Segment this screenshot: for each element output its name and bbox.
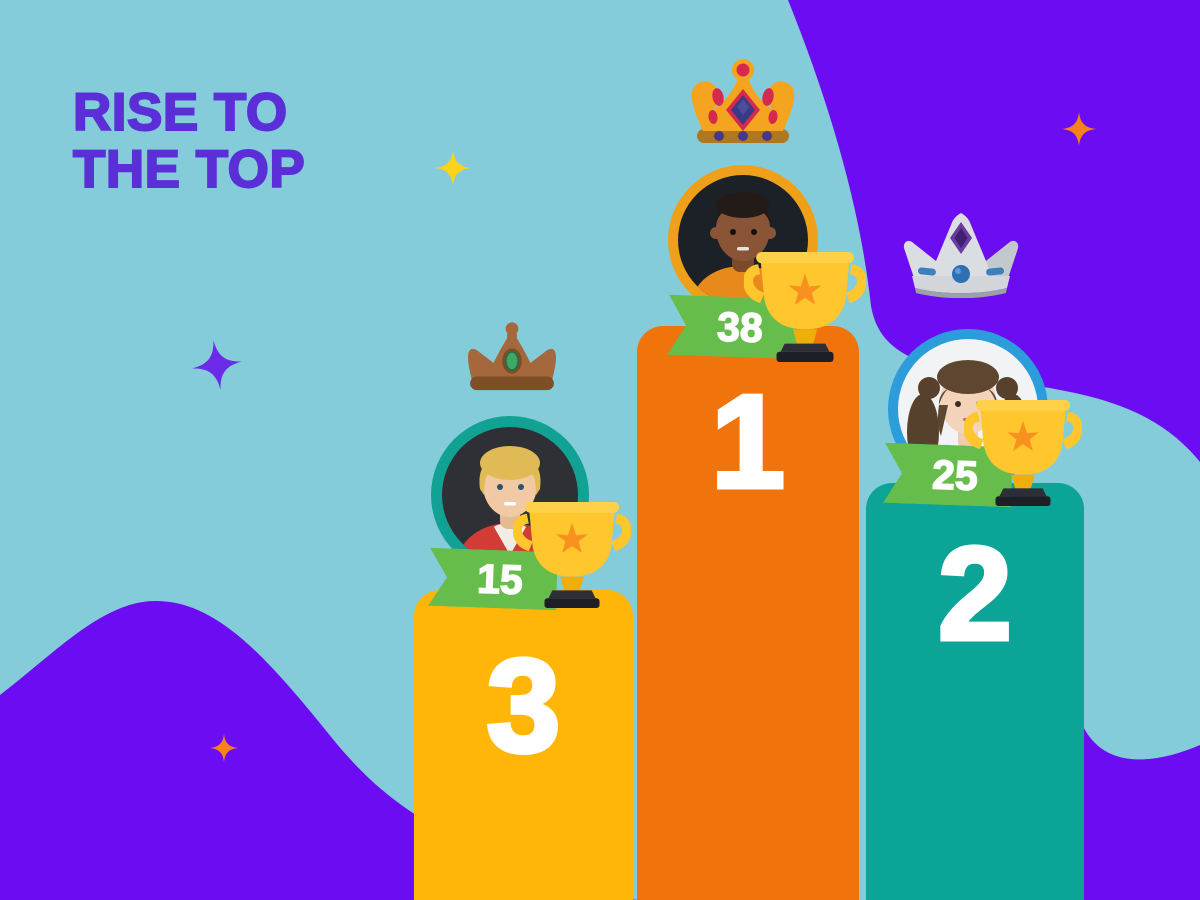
podium-first-place: 1 <box>637 326 859 900</box>
purple-blob-bottom-right <box>1070 672 1200 900</box>
score-badge-first: 38 <box>666 294 800 360</box>
ribbon-shape <box>882 442 1014 508</box>
sparkle-icon <box>435 150 471 186</box>
score-badge-third: 15 <box>428 547 558 611</box>
sparkle-icon <box>210 734 238 762</box>
trophy-icon <box>510 500 634 610</box>
podium-second-place: 2 <box>866 483 1084 900</box>
purple-blob-bottom-left <box>0 600 640 900</box>
page-title-line1: RISE TO <box>72 83 288 142</box>
score-badge-second: 25 <box>882 442 1014 508</box>
ribbon-shape <box>666 294 800 360</box>
podium-third-place: 3 <box>414 590 633 900</box>
trophy-icon <box>964 398 1082 508</box>
gold-crown-icon <box>691 59 795 143</box>
sparkle-icon <box>189 337 245 393</box>
sparkle-icon <box>1062 112 1096 146</box>
purple-blob-top-right <box>788 0 1200 462</box>
rank-number-first: 1 <box>709 368 787 515</box>
page-title: RISE TO THE TOP <box>72 83 306 199</box>
avatar-first-place <box>668 165 818 315</box>
rank-number-third: 3 <box>484 632 562 779</box>
page-title-line2: THE TOP <box>72 140 306 199</box>
ribbon-shape <box>428 547 558 611</box>
rank-number-second: 2 <box>936 520 1014 667</box>
bronze-crown-icon <box>468 322 556 391</box>
silver-crown-icon <box>903 213 1019 298</box>
trophy-icon <box>740 250 870 364</box>
